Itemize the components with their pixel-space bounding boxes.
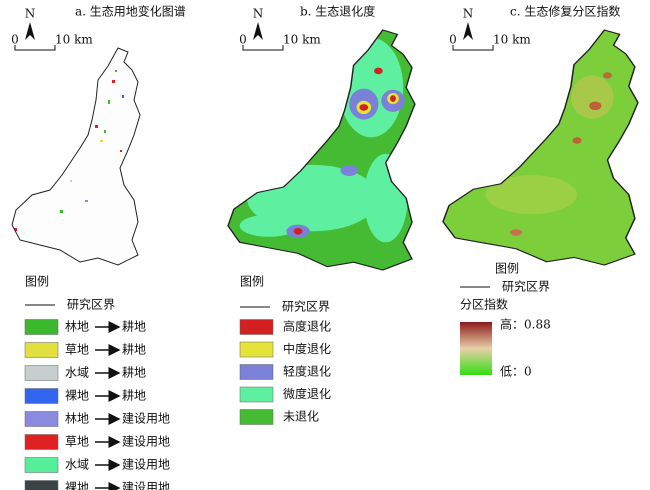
legend-from: 水域 [65, 366, 89, 380]
legend-swatch [24, 480, 59, 490]
scale-end: 10 km [55, 33, 93, 47]
legend-swatch [24, 342, 59, 358]
boundary-label: 研究区界 [67, 297, 115, 312]
north-label: N [463, 7, 474, 21]
legend-swatch [24, 319, 59, 335]
legend-swatch [24, 365, 59, 381]
scale-start: 0 [11, 33, 19, 47]
legend-from: 林地 [65, 320, 89, 334]
legend-to: 建设用地 [122, 412, 170, 426]
scale-end: 10 km [493, 33, 531, 47]
legend-swatch [239, 409, 274, 425]
legend-to: 建设用地 [122, 458, 170, 472]
legend-to: 建设用地 [122, 481, 170, 490]
boundary-label: 研究区界 [502, 279, 550, 294]
index-low: 低：0 [500, 365, 532, 379]
panel-title: c. 生态修复分区指数 [510, 4, 620, 19]
map-c [442, 29, 639, 266]
boundary-label: 研究区界 [282, 299, 330, 314]
legend-from: 裸地 [65, 388, 89, 403]
north-arrow [253, 22, 263, 40]
map-b [227, 29, 416, 271]
legend-to: 耕地 [122, 319, 146, 334]
legend-to: 建设用地 [122, 435, 170, 449]
legend-swatch [239, 341, 274, 358]
legend-to: 耕地 [122, 365, 146, 380]
legend-label: 未退化 [283, 410, 319, 424]
scale-end: 10 km [283, 33, 321, 47]
map-a [11, 47, 141, 266]
legend-swatch [24, 388, 59, 404]
north-arrow [463, 22, 473, 40]
legend-from: 草地 [65, 435, 89, 449]
legend-title: 图例 [240, 275, 264, 289]
scale-bar [14, 45, 56, 51]
legend-from: 林地 [65, 412, 89, 426]
scale-bar [452, 45, 494, 51]
change-patches [14, 70, 124, 231]
legend-swatch [239, 319, 274, 335]
legend-label: 微度退化 [283, 386, 331, 401]
legend-title: 图例 [495, 262, 519, 276]
legend-from: 水域 [65, 458, 89, 472]
index-title: 分区指数 [460, 297, 508, 312]
index-ramp [460, 322, 492, 375]
legend-label: 高度退化 [283, 319, 331, 334]
panel-title: a. 生态用地变化图谱 [75, 4, 186, 19]
scale-bar [242, 45, 284, 51]
legend-title: 图例 [25, 275, 49, 289]
north-label: N [253, 7, 264, 21]
scale-start: 0 [449, 33, 457, 47]
legend-swatch [24, 411, 59, 427]
legend-swatch [24, 457, 59, 473]
legend-to: 耕地 [122, 388, 146, 403]
index-high: 高：0.88 [500, 317, 551, 332]
scale-start: 0 [239, 33, 247, 47]
legend-label: 中度退化 [283, 341, 331, 356]
north-arrow [25, 22, 35, 40]
legend-from: 草地 [65, 343, 89, 357]
north-label: N [25, 7, 36, 21]
legend-swatch [24, 434, 59, 450]
legend-from: 裸地 [65, 480, 89, 490]
panel-title: b. 生态退化度 [300, 4, 375, 19]
legend-to: 耕地 [122, 342, 146, 357]
legend-swatch [239, 364, 274, 380]
legend-label: 轻度退化 [283, 364, 331, 379]
legend-swatch [239, 386, 274, 403]
